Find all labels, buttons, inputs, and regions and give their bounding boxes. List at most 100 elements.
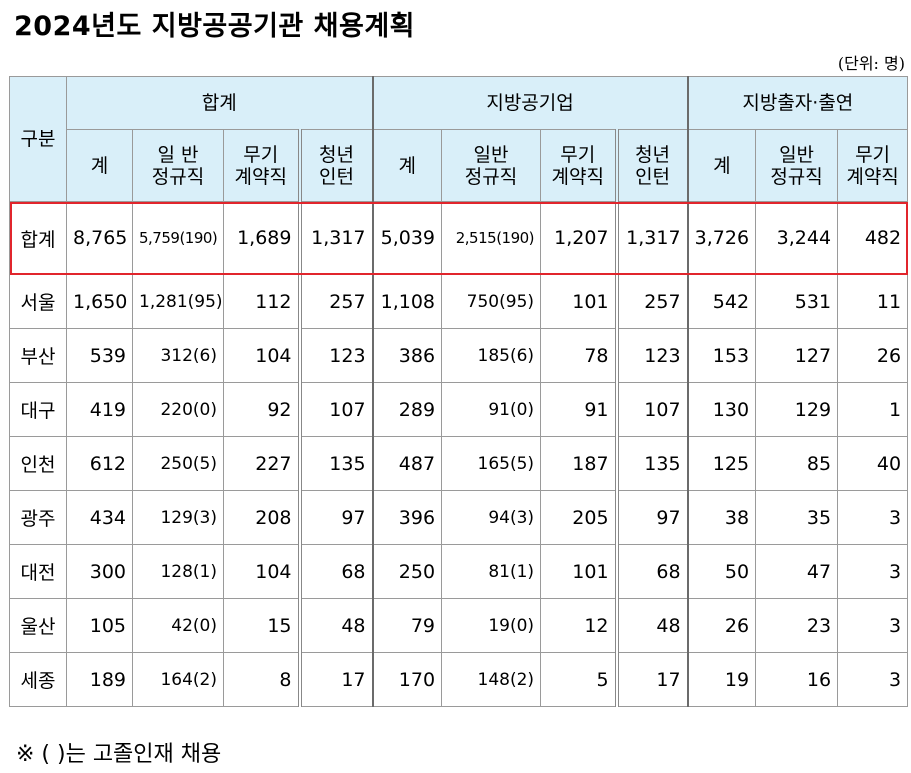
row-label: 서울 [9,274,67,329]
table-cell: 123 [297,328,374,383]
table-row: 울산 105 42(0) 15 48 79 19(0) 12 48 26 23 3 [9,598,909,653]
table-cell: 78 [540,328,618,383]
table-cell: 1 [837,382,909,437]
table-cell: 185(6) [441,328,542,383]
table-cell: 250 [371,544,443,599]
table-cell: 127 [755,328,839,383]
table-cell: 170 [371,652,443,707]
table-cell: 101 [540,274,618,329]
table-cell: 125 [686,436,757,491]
table-cell: 101 [540,544,618,599]
table-cell: 105 [66,598,133,653]
header-sub-8: 계 [686,129,757,202]
table-cell: 8 [223,652,300,707]
table-cell: 1,650 [66,274,133,329]
table-cell: 123 [614,328,689,383]
table-cell: 1,317 [297,201,374,275]
table-cell: 94(3) [441,490,542,545]
table-cell: 107 [614,382,689,437]
table-cell: 5,039 [371,201,443,275]
table-cell: 38 [686,490,757,545]
table-cell: 220(0) [132,382,224,437]
table-cell: 68 [297,544,374,599]
header-row-groups: 구분 합계 지방공기업 지방출자·출연 [9,76,909,202]
table-cell: 79 [371,598,443,653]
header-sub-3: 청년 인턴 [297,129,374,202]
table-cell: 129(3) [132,490,224,545]
table-cell: 208 [223,490,300,545]
table-cell: 35 [755,490,839,545]
table-cell: 5,759(190) [132,201,224,275]
table-cell: 750(95) [441,274,542,329]
table-cell: 257 [297,274,374,329]
header-group-total: 합계 [65,76,374,130]
table-cell: 3 [837,490,909,545]
table-cell: 92 [223,382,300,437]
table-cell: 2,515(190) [441,201,542,275]
table-cell: 11 [837,274,909,329]
table-cell: 42(0) [132,598,224,653]
table-cell: 3,244 [755,201,839,275]
table-row: 세종 189 164(2) 8 17 170 148(2) 5 17 19 16 3 [9,652,909,707]
table-cell: 1,108 [371,274,443,329]
table-cell: 289 [371,382,443,437]
table-cell: 16 [755,652,839,707]
table-cell: 26 [686,598,757,653]
table-cell: 48 [614,598,689,653]
row-label: 세종 [9,652,67,707]
table-cell: 26 [837,328,909,383]
header-sub-4: 계 [371,129,443,202]
table-cell: 434 [66,490,133,545]
table-cell: 17 [614,652,689,707]
table-cell: 47 [755,544,839,599]
row-label: 대구 [9,382,67,437]
table-cell: 165(5) [441,436,542,491]
table-row: 부산 539 312(6) 104 123 386 185(6) 78 123 153 127 26 [9,328,909,383]
table-cell: 19(0) [441,598,542,653]
table-cell: 257 [614,274,689,329]
table-cell: 205 [540,490,618,545]
row-label: 울산 [9,598,67,653]
table-cell: 19 [686,652,757,707]
table-cell: 612 [66,436,133,491]
table-cell: 1,689 [223,201,300,275]
header-group-enterprise: 지방공기업 [371,76,689,130]
row-label: 대전 [9,544,67,599]
table-cell: 81(1) [441,544,542,599]
table-cell: 97 [614,490,689,545]
table-cell: 1,317 [614,201,689,275]
table-cell: 85 [755,436,839,491]
table-cell: 539 [66,328,133,383]
table-cell: 104 [223,544,300,599]
table-cell: 312(6) [132,328,224,383]
table-cell: 135 [297,436,374,491]
table-cell: 487 [371,436,443,491]
header-sub-9: 일반 정규직 [755,129,839,202]
table-cell: 3 [837,598,909,653]
row-label: 광주 [9,490,67,545]
table-cell: 91(0) [441,382,542,437]
table-cell: 104 [223,328,300,383]
table-row: 광주 434 129(3) 208 97 396 94(3) 205 97 38 35 3 [9,490,909,545]
header-sub-2: 무기 계약직 [223,129,300,202]
table-cell: 128(1) [132,544,224,599]
row-label: 부산 [9,328,67,383]
table-row: 인천 612 250(5) 227 135 487 165(5) 187 135 125 85 40 [9,436,909,491]
header-sub-1: 일 반 정규직 [132,129,224,202]
total-row: 합계 8,765 5,759(190) 1,689 1,317 5,039 2,515(19… [9,201,909,275]
table-row: 대전 300 128(1) 104 68 250 81(1) 101 68 50 47 3 [9,544,909,599]
header-category: 구분 [9,76,67,202]
page-title: 2024년도 지방공공기관 채용계획 [14,11,416,42]
header-sub-7: 청년 인턴 [614,129,689,202]
table-cell: 12 [540,598,618,653]
table-cell: 482 [837,201,909,275]
table-cell: 3 [837,544,909,599]
table-cell: 189 [66,652,133,707]
table-cell: 48 [297,598,374,653]
table-cell: 8,765 [66,201,133,275]
table-cell: 129 [755,382,839,437]
header-sub-5: 일반 정규직 [441,129,542,202]
table-cell: 23 [755,598,839,653]
table-cell: 130 [686,382,757,437]
